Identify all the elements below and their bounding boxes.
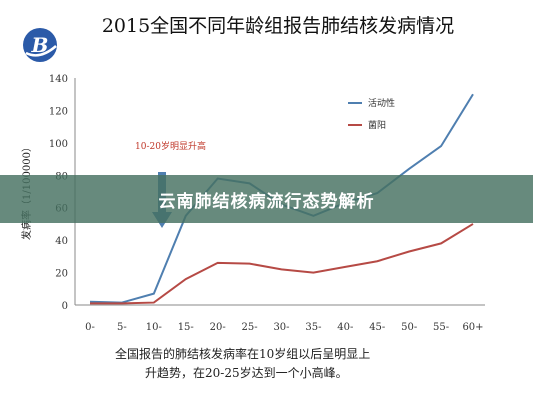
x-tick-label: 15- <box>178 322 194 333</box>
y-tick-label: 140 <box>49 74 68 85</box>
x-tick-label: 60+ <box>462 322 483 333</box>
x-tick-group: 0- 5- 10- 15- 20- 25- 30- 35- 40- 45- 50- 55- 60+ <box>85 322 483 333</box>
caption-line-1: 全国报告的肺结核发病率在10岁组以后呈明显上 <box>115 346 370 361</box>
legend-label-positive: 菌阳 <box>368 119 386 131</box>
logo-letter: B <box>31 33 49 57</box>
y-tick-label: 100 <box>49 139 68 150</box>
legend: 活动性 菌阳 <box>348 97 395 131</box>
y-tick-label: 40 <box>55 236 68 247</box>
x-tick-label: 45- <box>369 322 385 333</box>
x-tick-label: 55- <box>433 322 449 333</box>
y-tick-label: 20 <box>55 269 68 280</box>
y-tick-label: 120 <box>49 106 68 117</box>
x-tick-label: 35- <box>305 322 321 333</box>
logo-icon: B <box>23 28 57 62</box>
banner-title: 云南肺结核病流行态势解析 <box>158 191 375 212</box>
x-tick-label: 50- <box>401 322 417 333</box>
y-tick-label: 0 <box>62 301 68 312</box>
x-tick-label: 10- <box>146 322 162 333</box>
annotation-text: 10-20岁明显升高 <box>135 140 206 152</box>
x-tick-label: 30- <box>273 322 289 333</box>
title-banner: 云南肺结核病流行态势解析 <box>0 175 533 223</box>
x-tick-label: 25- <box>242 322 258 333</box>
x-tick-label: 20- <box>210 322 226 333</box>
series-line-positive <box>90 223 474 305</box>
legend-label-active: 活动性 <box>368 97 395 109</box>
caption-line-2: 升趋势，在20-25岁达到一个小高峰。 <box>145 365 348 380</box>
chart-title: 2015全国不同年龄组报告肺结核发病情况 <box>102 15 454 37</box>
x-tick-label: 5- <box>117 322 127 333</box>
x-tick-label: 0- <box>85 322 95 333</box>
x-tick-label: 40- <box>337 322 353 333</box>
